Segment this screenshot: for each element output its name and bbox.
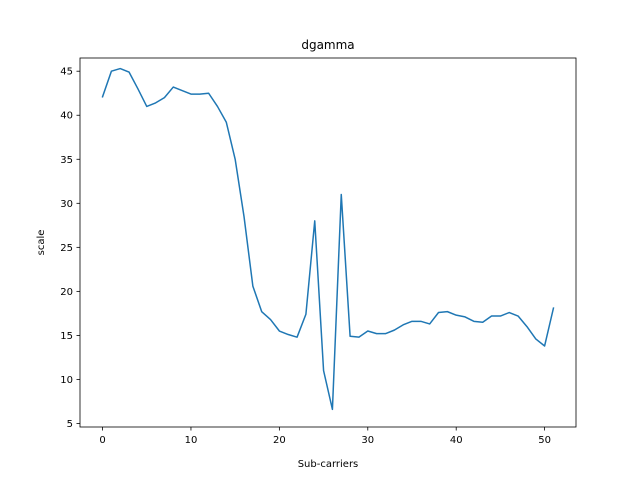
x-tick-label: 0 <box>99 435 105 446</box>
x-axis: 0 10 20 30 40 50 <box>99 427 551 446</box>
y-tick-label: 35 <box>60 155 73 166</box>
plot-area <box>101 67 555 411</box>
x-tick-label: 10 <box>185 435 198 446</box>
y-tick-label: 25 <box>60 243 73 254</box>
y-tick-label: 30 <box>60 199 73 210</box>
y-tick-label: 15 <box>60 331 73 342</box>
y-axis-label: scale <box>36 230 47 256</box>
y-tick-label: 5 <box>67 419 73 430</box>
x-tick-label: 40 <box>450 435 463 446</box>
series-line-0 <box>101 67 555 411</box>
x-tick-label: 50 <box>538 435 551 446</box>
y-tick-label: 40 <box>60 111 73 122</box>
x-axis-label: Sub-carriers <box>298 459 359 470</box>
y-tick-label: 20 <box>60 287 73 298</box>
x-tick-label: 30 <box>361 435 374 446</box>
y-tick-label: 45 <box>60 67 73 78</box>
y-tick-label: 10 <box>60 375 73 386</box>
y-axis: 5 10 15 20 25 30 35 40 45 <box>60 67 80 430</box>
x-tick-label: 20 <box>273 435 286 446</box>
chart-title: dgamma <box>301 38 354 52</box>
plot-frame <box>79 57 577 428</box>
